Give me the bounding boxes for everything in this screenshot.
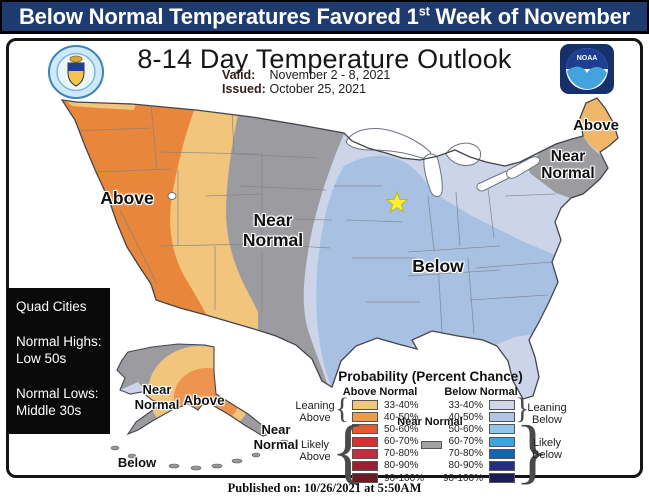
valid-label: Valid:: [222, 68, 256, 82]
issued-label: Issued:: [222, 82, 266, 96]
above-swatch-70-80: [352, 448, 378, 459]
above-swatch-50-60: [352, 424, 378, 435]
legend-above-header: Above Normal: [342, 386, 418, 398]
above-range-60-70: 60-70%: [384, 436, 419, 448]
below-range-33-40: 33-40%: [448, 399, 483, 411]
headline-ordinal: st: [418, 3, 430, 19]
lake-ontario: [506, 156, 541, 179]
headline-text-after: Week of November: [429, 4, 631, 29]
published-timestamp: Published on: 10/26/2021 at 5:50AM: [227, 481, 422, 495]
near-normal-swatch: [421, 441, 442, 449]
noaa-logo-text: NOAA: [577, 55, 598, 62]
above-swatch-90-100: [352, 473, 378, 484]
legend-near-normal-label: Near Normal: [397, 416, 463, 428]
below-swatch-80-90: [489, 460, 515, 471]
quad-cities-info-box: Quad Cities Normal Highs: Low 50s Normal…: [7, 288, 110, 434]
page-title: 8-14 Day Temperature Outlook: [137, 44, 512, 74]
label-west-above: Above: [100, 188, 154, 208]
issued-line: Issued: October 25, 2021: [222, 82, 390, 96]
below-range-80-90: 80-90%: [448, 460, 483, 472]
info-lows-value: Middle 30s: [16, 403, 82, 418]
legend-below-header: Below Normal: [444, 386, 518, 398]
above-range-80-90: 80-90%: [384, 460, 419, 472]
leaning-below-brace: }: [515, 392, 530, 425]
above-range-40-50: 40-50%: [384, 411, 419, 423]
above-swatch-33-40: [352, 400, 378, 410]
noaa-logo: NOAA: [559, 43, 615, 95]
valid-value: November 2 - 8, 2021: [269, 68, 391, 82]
below-range-70-80: 70-80%: [448, 448, 483, 460]
leaning-above-brace: {: [335, 392, 350, 425]
label-alaska-near-normal-se: Near Normal: [253, 422, 299, 452]
below-range-60-70: 60-70%: [448, 436, 483, 448]
headline-banner: Below Normal Temperatures Favored 1st We…: [2, 2, 647, 31]
info-title: Quad Cities: [16, 299, 87, 314]
headline-text: Below Normal Temperatures Favored 1: [18, 4, 419, 29]
info-highs-label: Normal Highs:: [16, 334, 102, 349]
below-range-40-50: 40-50%: [448, 411, 483, 423]
region-northeast-near-normal: [527, 136, 610, 198]
leaning-below-label: Leaning Below: [527, 402, 567, 426]
region-florida-below-light: [490, 334, 542, 399]
likely-above-brace: {: [331, 411, 366, 491]
label-alaska-above: Above: [183, 393, 225, 408]
lake-michigan: [423, 153, 443, 197]
label-alaska-below: Below: [117, 455, 157, 470]
great-salt-lake: [167, 192, 177, 200]
likely-below-brace: }: [515, 411, 550, 491]
legend-below-column: 33-40% 40-50% 50-60% 60-70% 70-80% 80-90…: [441, 399, 515, 484]
alaska-outline: [116, 343, 274, 437]
aleutian-islands: [110, 439, 290, 471]
noaa-logo-icon: NOAA: [560, 44, 614, 94]
valid-line: Valid: November 2 - 8, 2021: [222, 68, 390, 82]
below-swatch-33-40: [489, 400, 515, 410]
above-swatch-60-70: [352, 436, 378, 447]
commerce-seal-logo: [47, 44, 105, 100]
label-central-near-normal: Near Normal: [242, 210, 304, 250]
label-east-below: Below: [412, 256, 464, 276]
label-maine-above: Above: [573, 117, 619, 134]
below-swatch-40-50: [489, 412, 515, 423]
below-swatch-90-100: [489, 473, 515, 484]
legend-above-column: 33-40% 40-50% 50-60% 60-70% 70-80% 80-90…: [352, 399, 425, 484]
leaning-above-label: Leaning Above: [295, 400, 335, 424]
above-range-33-40: 33-40%: [384, 399, 419, 411]
above-swatch-80-90: [352, 460, 378, 471]
commerce-seal-icon: [48, 45, 104, 99]
label-northeast-near-normal: Near Normal: [541, 148, 595, 183]
info-highs-value: Low 50s: [16, 351, 67, 366]
quad-cities-star-icon: [385, 190, 409, 214]
region-maine-above: [580, 98, 618, 152]
probability-legend: Probability (Percent Chance) Above Norma…: [293, 367, 645, 491]
above-range-90-100: 90-100%: [384, 472, 425, 484]
valid-issued-block: Valid: November 2 - 8, 2021 Issued: Octo…: [222, 68, 390, 96]
us-outline: [60, 97, 619, 400]
likely-below-label: Likely Below: [532, 437, 562, 461]
legend-title: Probability (Percent Chance): [338, 369, 523, 384]
below-range-50-60: 50-60%: [448, 423, 483, 435]
below-swatch-60-70: [489, 436, 515, 447]
info-lows-label: Normal Lows:: [16, 386, 99, 401]
likely-above-label: Likely Above: [299, 439, 331, 463]
state-borders: [69, 103, 557, 335]
region-below-strong: [316, 155, 575, 390]
banner-frame: Below Normal Temperatures Favored 1st We…: [0, 0, 649, 34]
below-swatch-50-60: [489, 424, 515, 435]
above-range-50-60: 50-60%: [384, 423, 419, 435]
great-lakes: [167, 128, 541, 200]
below-range-90-100: 90-100%: [442, 472, 483, 484]
above-range-70-80: 70-80%: [384, 448, 419, 460]
label-alaska-near-normal-west: Near Normal: [134, 382, 180, 412]
below-swatch-70-80: [489, 448, 515, 459]
issued-value: October 25, 2021: [269, 82, 367, 96]
above-swatch-40-50: [352, 412, 378, 423]
